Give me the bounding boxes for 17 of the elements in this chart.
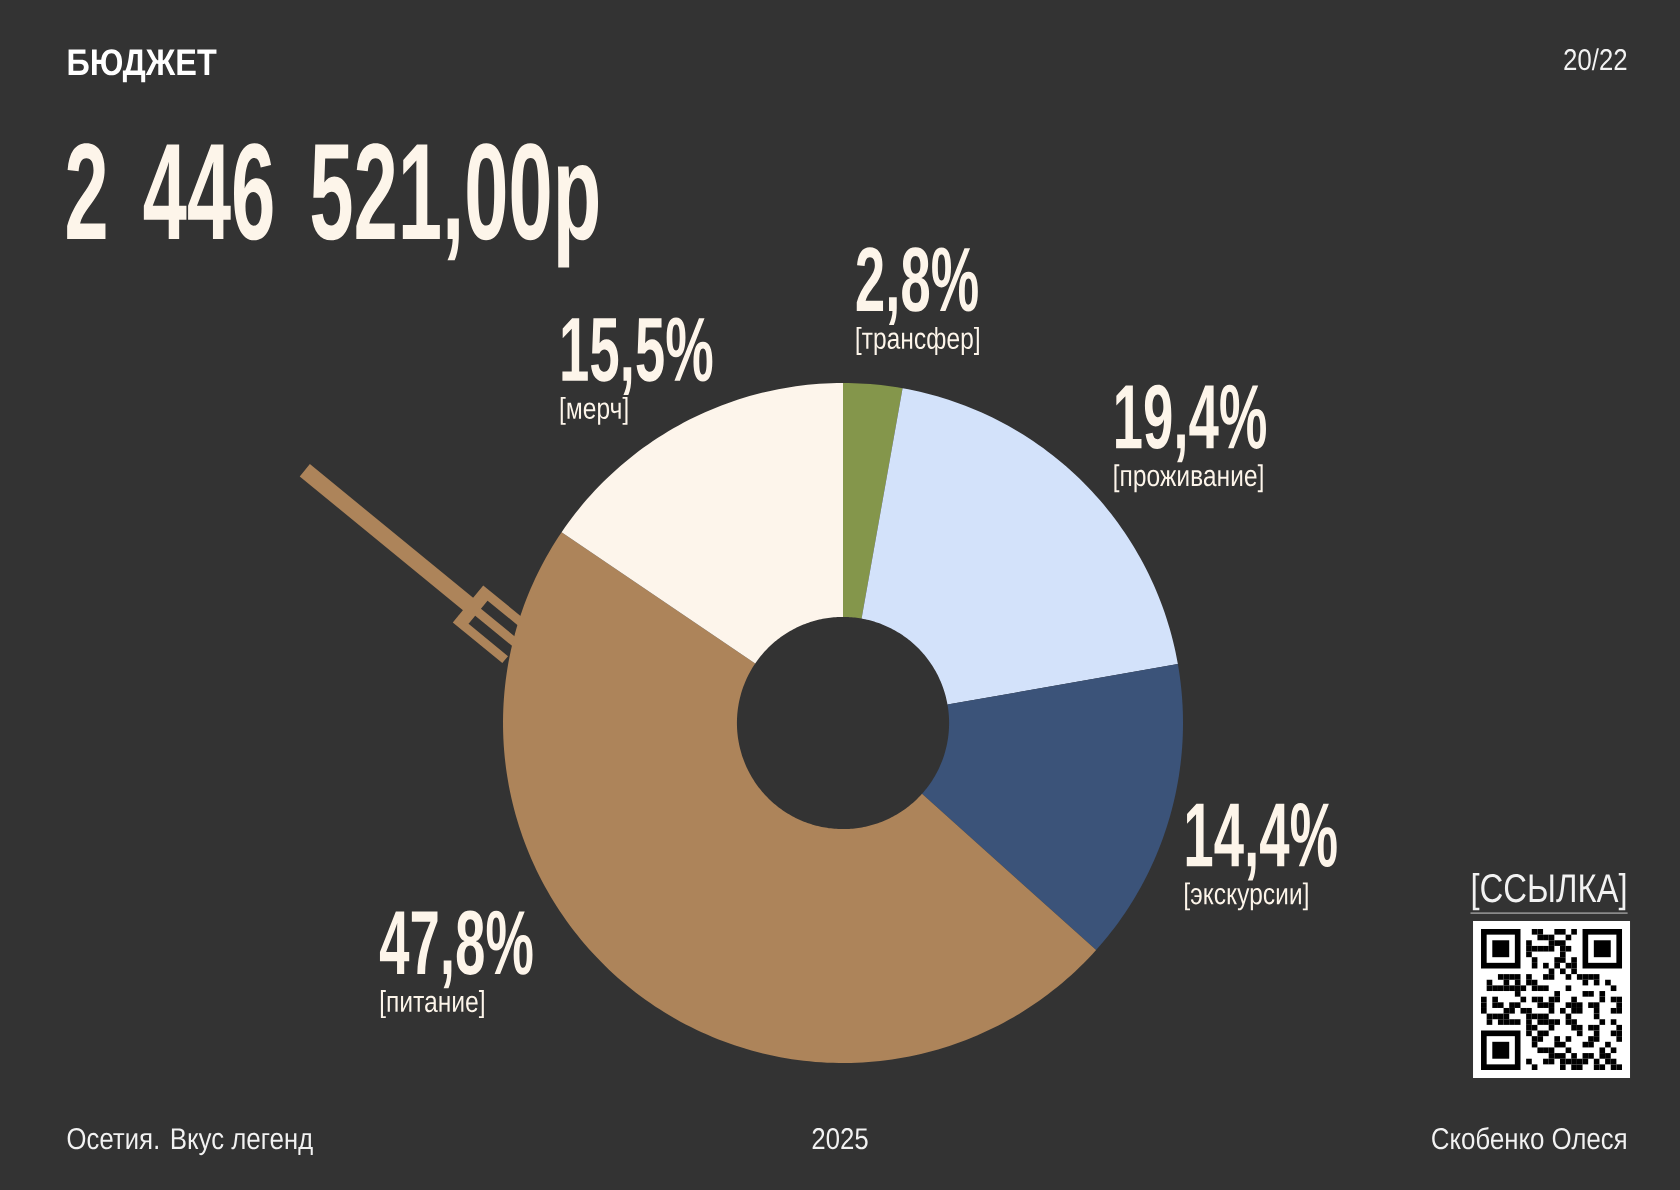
data-label: 2,8% xyxy=(856,247,978,325)
chart-subtitle: 2 446 521,00р xyxy=(67,143,599,268)
data-label: 47,8% xyxy=(379,910,533,989)
text: Осетия. Вкус легенд xyxy=(67,1128,313,1156)
text: 20/22 xyxy=(1564,48,1627,71)
slice-label: [проживание] xyxy=(1114,464,1263,493)
data-label: 14,4% xyxy=(1186,803,1337,881)
chart-title: БЮДЖЕТ xyxy=(68,49,217,83)
slice-label: [трансфер] xyxy=(856,326,979,355)
slice-label: [питание] xyxy=(380,990,484,1019)
data-label: 15,5% xyxy=(562,317,713,395)
data-label: 19,4% xyxy=(1116,384,1266,463)
slice-label: [экскурсии] xyxy=(1185,882,1308,911)
text: Скобенко Олеся xyxy=(1432,1127,1626,1150)
slice-label: [мерч] xyxy=(560,396,628,425)
text: [ССЫЛКА] xyxy=(1472,873,1626,911)
text: 2025 xyxy=(812,1128,868,1150)
